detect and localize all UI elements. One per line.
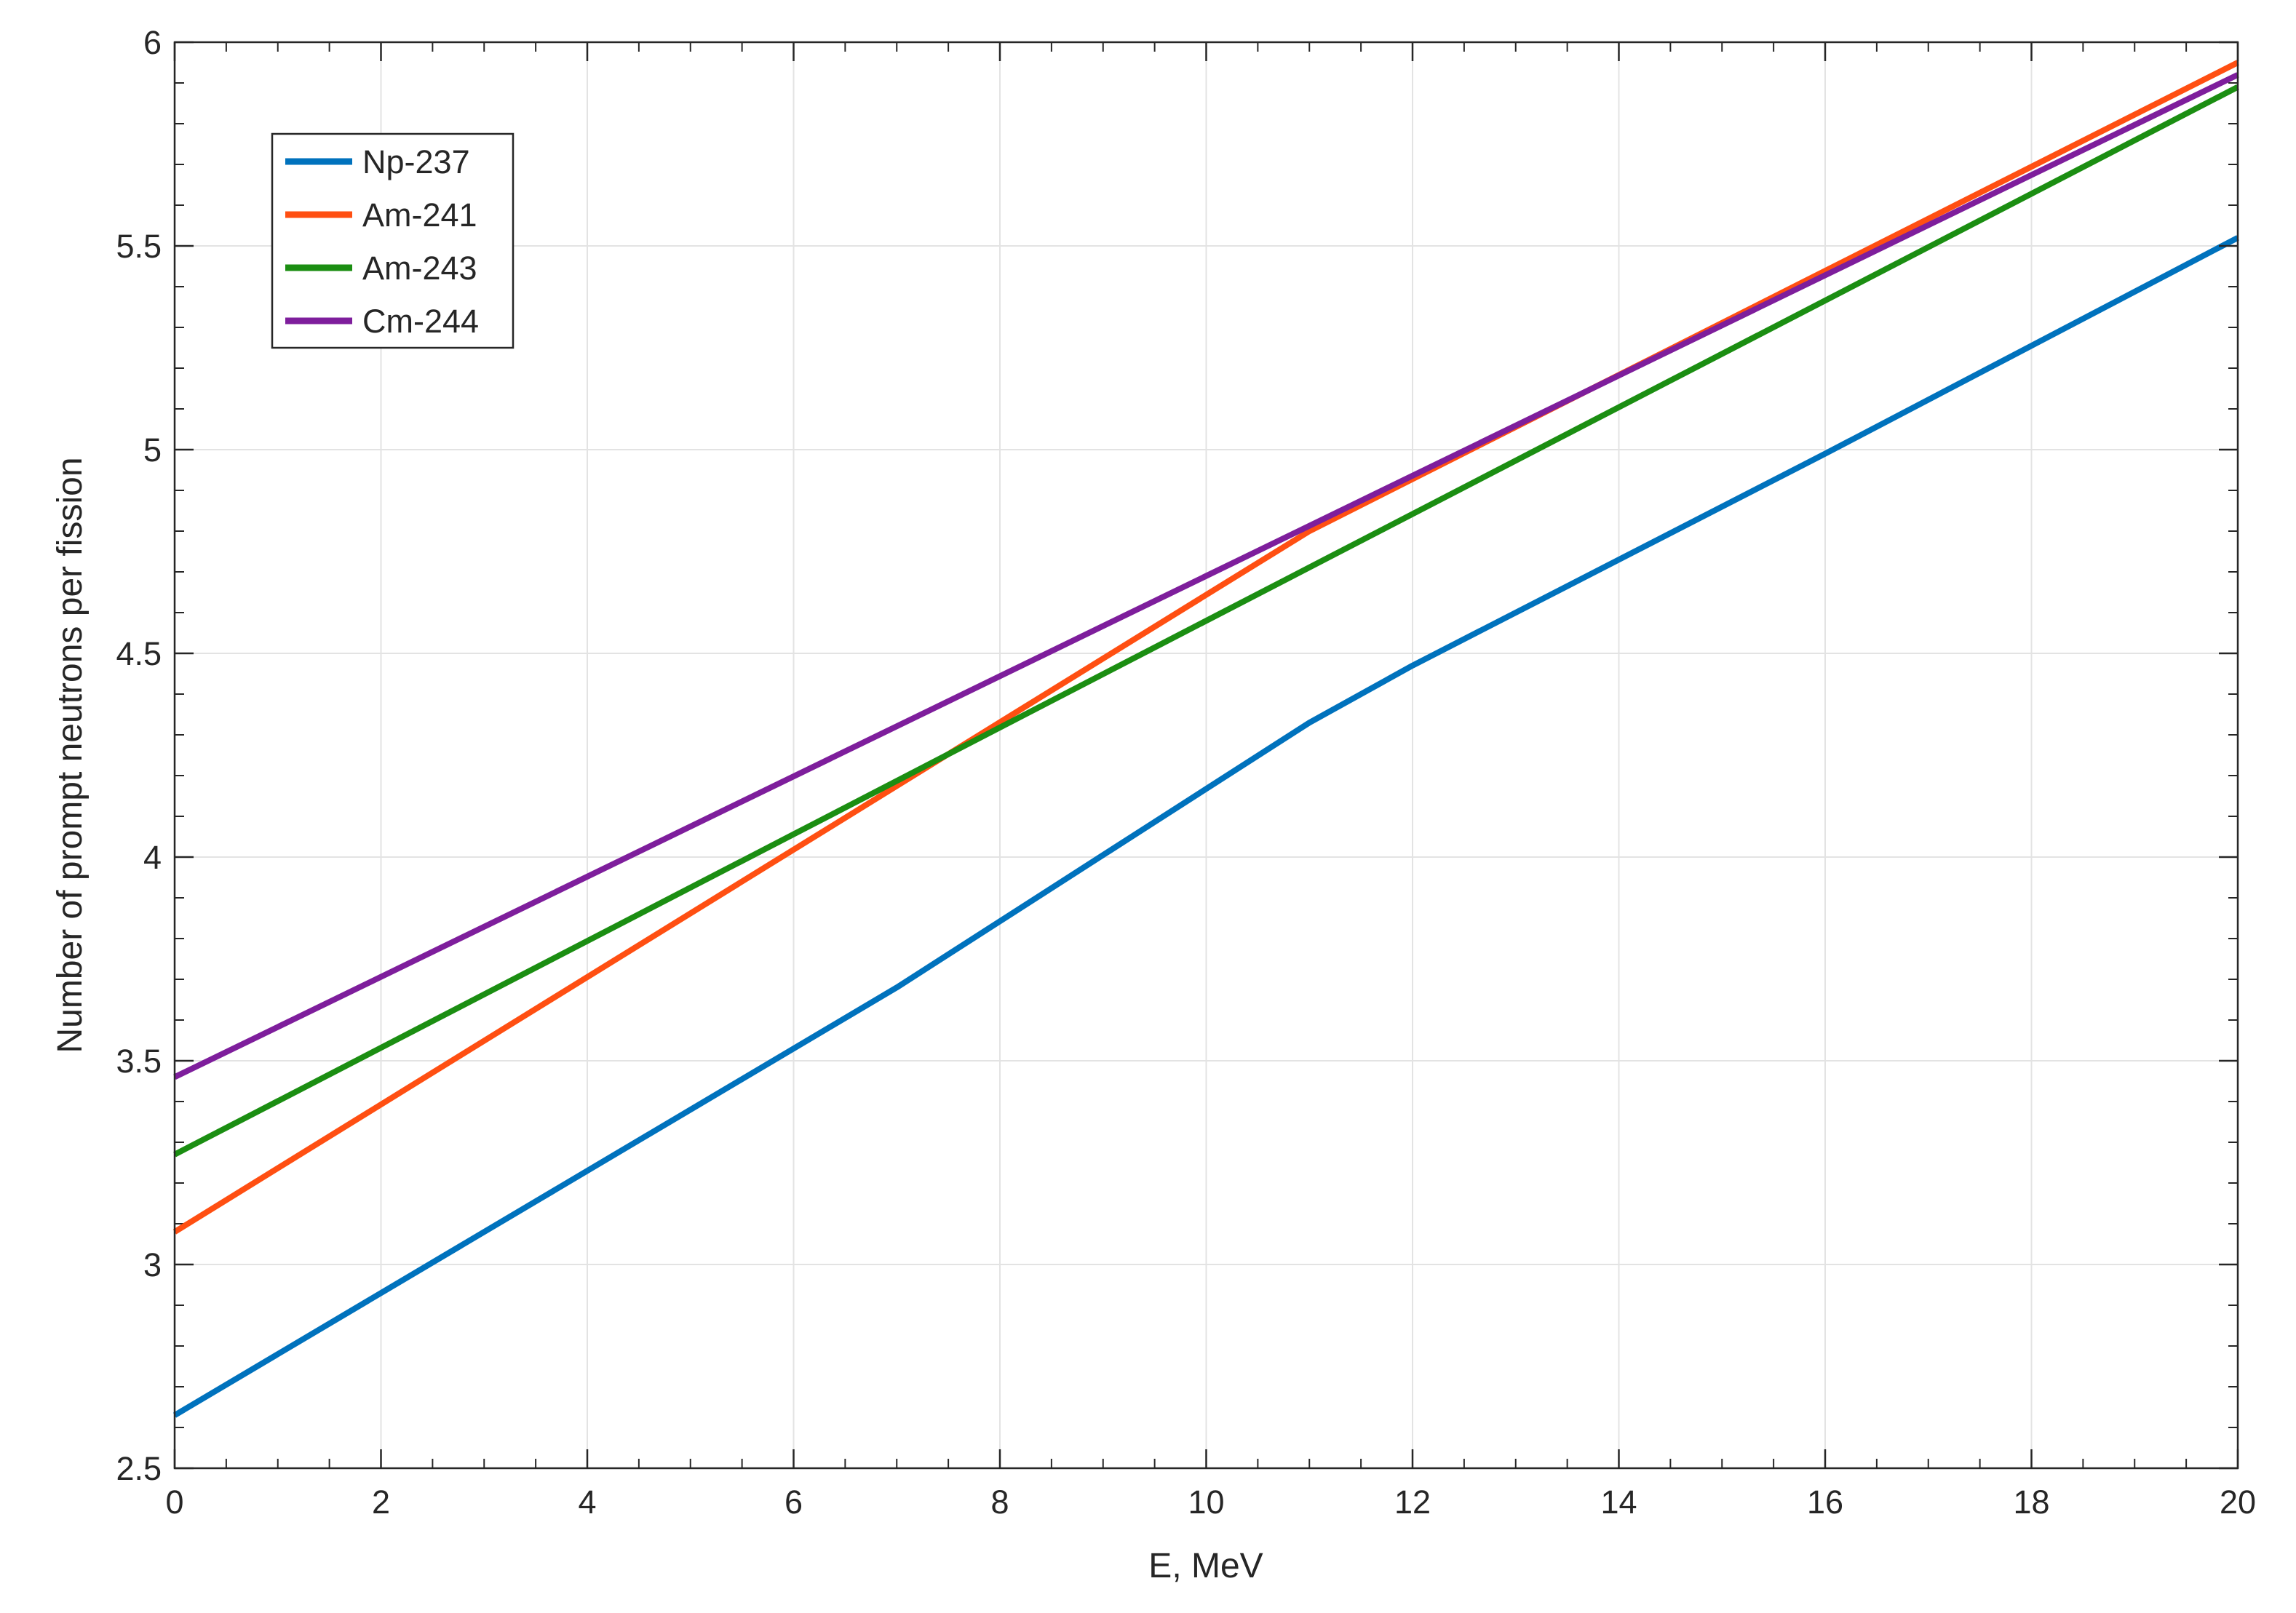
y-tick-label: 2.5	[116, 1450, 162, 1487]
x-tick-labels: 0 2 4 6 8 10 12 14 16 18 20	[165, 1483, 2256, 1521]
x-tick-label: 2	[372, 1483, 390, 1521]
y-tick-label: 6	[143, 24, 162, 61]
legend-label-cm-244: Cm-244	[362, 303, 479, 340]
x-tick-label: 8	[990, 1483, 1009, 1521]
series-line-np-237	[172, 235, 2239, 1418]
x-tick-label: 16	[1807, 1483, 1843, 1521]
series-lines	[172, 60, 2239, 1418]
x-tick-label: 4	[578, 1483, 596, 1521]
minor-ticks	[175, 42, 2238, 1468]
y-tick-label: 3.5	[116, 1043, 162, 1080]
x-axis-title: E, MeV	[1148, 1547, 1263, 1585]
axis-ticks	[173, 41, 2239, 1470]
x-tick-label: 12	[1394, 1483, 1431, 1521]
y-tick-label: 3	[143, 1246, 162, 1283]
series-line-cm-244	[173, 72, 2239, 1080]
y-tick-label: 5	[143, 431, 162, 469]
y-tick-labels: 2.5 3 3.5 4 4.5 5 5.5 6	[116, 24, 162, 1487]
series-line-am-243	[173, 84, 2239, 1158]
x-tick-label: 0	[165, 1483, 183, 1521]
x-tick-label: 6	[784, 1483, 803, 1521]
legend-label-np-237: Np-237	[362, 143, 470, 180]
y-tick-label: 5.5	[116, 228, 162, 265]
y-tick-label: 4	[143, 839, 162, 876]
legend: Np-237 Am-241 Am-243 Cm-244	[271, 132, 515, 349]
legend-label-am-241: Am-241	[362, 196, 477, 234]
x-tick-label: 20	[2220, 1483, 2256, 1521]
x-tick-label: 14	[1600, 1483, 1637, 1521]
series-line-am-241	[172, 60, 2239, 1235]
y-tick-label: 4.5	[116, 635, 162, 672]
legend-label-am-243: Am-243	[362, 250, 477, 287]
y-axis-title: Number of prompt neutrons per fission	[51, 457, 90, 1053]
x-tick-label: 18	[2013, 1483, 2049, 1521]
x-tick-label: 10	[1188, 1483, 1224, 1521]
legend-box	[271, 132, 515, 349]
